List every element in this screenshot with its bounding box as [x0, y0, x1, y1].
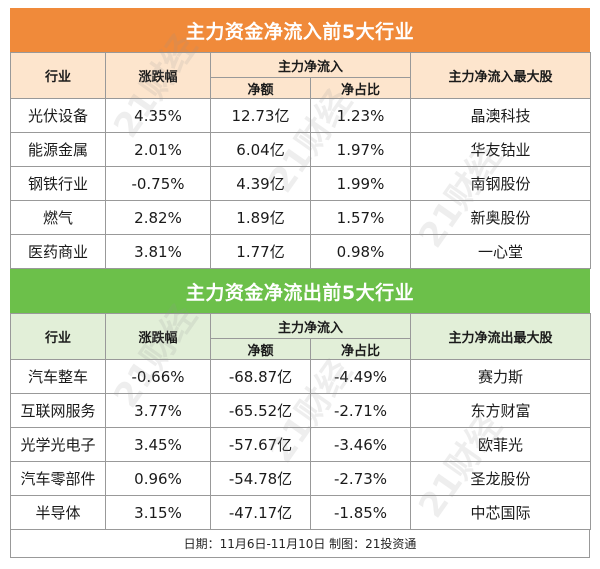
top-stock-cell: 赛力斯 [410, 359, 592, 394]
table-row: 汽车整车 -0.66% -68.87亿 -4.49% 赛力斯 [10, 359, 592, 394]
report-page: 主力资金净流入前5大行业 行业 涨跌幅 主力净流入 主力净流入最大股 净额 净占… [10, 8, 592, 558]
net-amount-cell: -68.87亿 [210, 359, 311, 394]
net-ratio-cell: -2.71% [309, 393, 412, 428]
table-row: 能源金属 2.01% 6.04亿 1.97% 华友钴业 [10, 132, 592, 167]
outflow-title-banner: 主力资金净流出前5大行业 [10, 269, 590, 313]
top-stock-cell: 中芯国际 [410, 495, 592, 530]
footer-text: 日期：11月6日-11月10日 制图：21投资通 [183, 537, 417, 551]
net-amount-cell: 12.73亿 [210, 98, 311, 133]
top-stock-cell: 圣龙股份 [410, 461, 592, 496]
net-ratio-cell: -3.46% [309, 427, 412, 462]
industry-cell: 医药商业 [10, 234, 106, 269]
table-row: 互联网服务 3.77% -65.52亿 -2.71% 东方财富 [10, 393, 592, 428]
net-ratio-cell: 0.98% [309, 234, 412, 269]
change-cell: -0.75% [105, 166, 211, 201]
industry-cell: 能源金属 [10, 132, 106, 167]
top-stock-cell: 华友钴业 [410, 132, 592, 167]
change-cell: -0.66% [105, 359, 211, 394]
net-amount-cell: 4.39亿 [210, 166, 311, 201]
outflow-header-net-ratio: 净占比 [309, 338, 412, 360]
change-cell: 4.35% [105, 98, 211, 133]
net-ratio-cell: -2.73% [309, 461, 412, 496]
table-row: 汽车零部件 0.96% -54.78亿 -2.73% 圣龙股份 [10, 461, 592, 496]
change-cell: 0.96% [105, 461, 211, 496]
table-row: 半导体 3.15% -47.17亿 -1.85% 中芯国际 [10, 495, 592, 530]
footer-caption: 日期：11月6日-11月10日 制图：21投资通 [10, 530, 590, 558]
net-ratio-cell: 1.99% [309, 166, 412, 201]
industry-cell: 半导体 [10, 495, 106, 530]
inflow-title-banner: 主力资金净流入前5大行业 [10, 8, 590, 52]
outflow-header-top-stock: 主力净流出最大股 [410, 313, 592, 360]
change-cell: 3.77% [105, 393, 211, 428]
table-row: 光学光电子 3.45% -57.67亿 -3.46% 欧菲光 [10, 427, 592, 462]
inflow-header-net-ratio: 净占比 [309, 77, 412, 99]
net-ratio-cell: 1.97% [309, 132, 412, 167]
outflow-header-industry: 行业 [10, 313, 106, 360]
inflow-header-change: 涨跌幅 [105, 52, 211, 99]
inflow-header-top-stock: 主力净流入最大股 [410, 52, 592, 99]
net-ratio-cell: 1.23% [309, 98, 412, 133]
table-row: 光伏设备 4.35% 12.73亿 1.23% 晶澳科技 [10, 98, 592, 133]
inflow-header-main-flow: 主力净流入 [209, 52, 412, 78]
table-row: 燃气 2.82% 1.89亿 1.57% 新奥股份 [10, 200, 592, 235]
industry-cell: 钢铁行业 [10, 166, 106, 201]
net-amount-cell: 1.77亿 [210, 234, 311, 269]
inflow-title: 主力资金净流入前5大行业 [185, 20, 415, 43]
outflow-header-change: 涨跌幅 [105, 313, 211, 360]
top-stock-cell: 晶澳科技 [410, 98, 592, 133]
inflow-table: 行业 涨跌幅 主力净流入 主力净流入最大股 净额 净占比 光伏设备 4.35% … [10, 52, 592, 269]
top-stock-cell: 欧菲光 [410, 427, 592, 462]
industry-cell: 光学光电子 [10, 427, 106, 462]
table-row: 钢铁行业 -0.75% 4.39亿 1.99% 南钢股份 [10, 166, 592, 201]
net-amount-cell: -57.67亿 [210, 427, 311, 462]
change-cell: 3.81% [105, 234, 211, 269]
net-ratio-cell: -4.49% [309, 359, 412, 394]
net-amount-cell: 1.89亿 [210, 200, 311, 235]
industry-cell: 汽车整车 [10, 359, 106, 394]
net-amount-cell: -65.52亿 [210, 393, 311, 428]
top-stock-cell: 新奥股份 [410, 200, 592, 235]
outflow-title: 主力资金净流出前5大行业 [185, 281, 415, 304]
industry-cell: 燃气 [10, 200, 106, 235]
outflow-header-net-amount: 净额 [210, 338, 311, 360]
net-ratio-cell: 1.57% [309, 200, 412, 235]
net-ratio-cell: -1.85% [309, 495, 412, 530]
outflow-table: 行业 涨跌幅 主力净流入 主力净流出最大股 净额 净占比 汽车整车 -0.66%… [10, 313, 592, 530]
net-amount-cell: -54.78亿 [210, 461, 311, 496]
inflow-header-industry: 行业 [10, 52, 106, 99]
top-stock-cell: 一心堂 [410, 234, 592, 269]
change-cell: 3.45% [105, 427, 211, 462]
inflow-header-net-amount: 净额 [210, 77, 311, 99]
industry-cell: 互联网服务 [10, 393, 106, 428]
net-amount-cell: 6.04亿 [210, 132, 311, 167]
top-stock-cell: 南钢股份 [410, 166, 592, 201]
change-cell: 3.15% [105, 495, 211, 530]
change-cell: 2.82% [105, 200, 211, 235]
top-stock-cell: 东方财富 [410, 393, 592, 428]
industry-cell: 汽车零部件 [10, 461, 106, 496]
industry-cell: 光伏设备 [10, 98, 106, 133]
net-amount-cell: -47.17亿 [210, 495, 311, 530]
outflow-header-main-flow: 主力净流入 [209, 313, 412, 339]
change-cell: 2.01% [105, 132, 211, 167]
table-row: 医药商业 3.81% 1.77亿 0.98% 一心堂 [10, 234, 592, 269]
